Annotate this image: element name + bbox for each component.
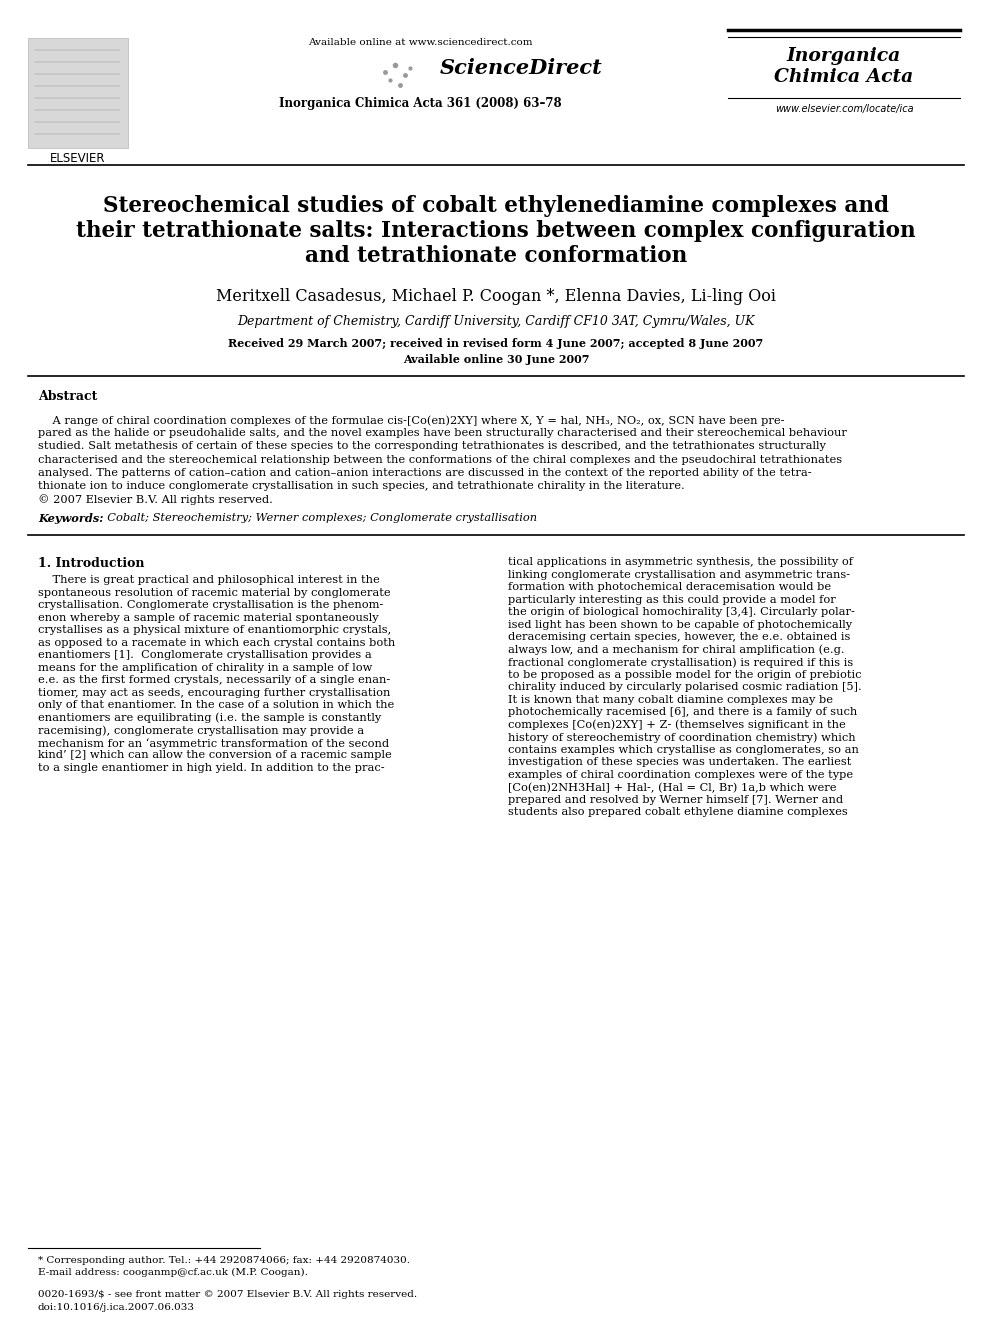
Text: studied. Salt metathesis of certain of these species to the corresponding tetrat: studied. Salt metathesis of certain of t…	[38, 442, 826, 451]
Text: tiomer, may act as seeds, encouraging further crystallisation: tiomer, may act as seeds, encouraging fu…	[38, 688, 391, 699]
Text: to be proposed as a possible model for the origin of prebiotic: to be proposed as a possible model for t…	[508, 669, 861, 680]
Text: linking conglomerate crystallisation and asymmetric trans-: linking conglomerate crystallisation and…	[508, 570, 850, 579]
Text: as opposed to a racemate in which each crystal contains both: as opposed to a racemate in which each c…	[38, 638, 395, 648]
Text: Available online 30 June 2007: Available online 30 June 2007	[403, 355, 589, 365]
Text: Abstract: Abstract	[38, 390, 97, 404]
Text: Inorganica: Inorganica	[787, 48, 901, 65]
Text: Chimica Acta: Chimica Acta	[775, 67, 914, 86]
Text: [Co(en)2NH3Hal] + Hal-, (Hal = Cl, Br) 1a,b which were: [Co(en)2NH3Hal] + Hal-, (Hal = Cl, Br) 1…	[508, 782, 836, 792]
Text: ised light has been shown to be capable of photochemically: ised light has been shown to be capable …	[508, 620, 852, 630]
Text: their tetrathionate salts: Interactions between complex configuration: their tetrathionate salts: Interactions …	[76, 220, 916, 242]
Text: www.elsevier.com/locate/ica: www.elsevier.com/locate/ica	[775, 105, 914, 114]
Text: and tetrathionate conformation: and tetrathionate conformation	[305, 245, 687, 267]
Text: E-mail address: cooganmp@cf.ac.uk (M.P. Coogan).: E-mail address: cooganmp@cf.ac.uk (M.P. …	[38, 1267, 308, 1277]
Text: investigation of these species was undertaken. The earliest: investigation of these species was under…	[508, 757, 851, 767]
Text: It is known that many cobalt diamine complexes may be: It is known that many cobalt diamine com…	[508, 695, 833, 705]
Text: kind’ [2] which can allow the conversion of a racemic sample: kind’ [2] which can allow the conversion…	[38, 750, 392, 761]
Text: tical applications in asymmetric synthesis, the possibility of: tical applications in asymmetric synthes…	[508, 557, 853, 568]
Text: Available online at www.sciencedirect.com: Available online at www.sciencedirect.co…	[308, 38, 533, 48]
Text: 0020-1693/$ - see front matter © 2007 Elsevier B.V. All rights reserved.: 0020-1693/$ - see front matter © 2007 El…	[38, 1290, 417, 1299]
Text: deracemising certain species, however, the e.e. obtained is: deracemising certain species, however, t…	[508, 632, 850, 643]
Text: examples of chiral coordination complexes were of the type: examples of chiral coordination complexe…	[508, 770, 853, 779]
Text: racemising), conglomerate crystallisation may provide a: racemising), conglomerate crystallisatio…	[38, 725, 364, 736]
Text: Department of Chemistry, Cardiff University, Cardiff CF10 3AT, Cymru/Wales, UK: Department of Chemistry, Cardiff Univers…	[237, 315, 755, 328]
Text: Stereochemical studies of cobalt ethylenediamine complexes and: Stereochemical studies of cobalt ethylen…	[103, 194, 889, 217]
Text: enantiomers [1].  Conglomerate crystallisation provides a: enantiomers [1]. Conglomerate crystallis…	[38, 651, 372, 660]
Text: particularly interesting as this could provide a model for: particularly interesting as this could p…	[508, 595, 835, 605]
Text: pared as the halide or pseudohalide salts, and the novel examples have been stru: pared as the halide or pseudohalide salt…	[38, 429, 847, 438]
Text: 1. Introduction: 1. Introduction	[38, 557, 145, 570]
Text: the origin of biological homochirality [3,4]. Circularly polar-: the origin of biological homochirality […	[508, 607, 855, 618]
Text: contains examples which crystallise as conglomerates, so an: contains examples which crystallise as c…	[508, 745, 859, 755]
Text: characterised and the stereochemical relationship between the conformations of t: characterised and the stereochemical rel…	[38, 455, 842, 464]
Text: fractional conglomerate crystallisation) is required if this is: fractional conglomerate crystallisation)…	[508, 658, 853, 668]
Text: crystallisation. Conglomerate crystallisation is the phenom-: crystallisation. Conglomerate crystallis…	[38, 601, 383, 610]
Text: analysed. The patterns of cation–cation and cation–anion interactions are discus: analysed. The patterns of cation–cation …	[38, 468, 811, 478]
Text: Keywords:: Keywords:	[38, 513, 103, 524]
Text: e.e. as the first formed crystals, necessarily of a single enan-: e.e. as the first formed crystals, neces…	[38, 676, 390, 685]
Text: There is great practical and philosophical interest in the: There is great practical and philosophic…	[38, 576, 380, 585]
Text: thionate ion to induce conglomerate crystallisation in such species, and tetrath: thionate ion to induce conglomerate crys…	[38, 482, 684, 491]
Text: Meritxell Casadesus, Michael P. Coogan *, Elenna Davies, Li-ling Ooi: Meritxell Casadesus, Michael P. Coogan *…	[216, 288, 776, 306]
Text: * Corresponding author. Tel.: +44 2920874066; fax: +44 2920874030.: * Corresponding author. Tel.: +44 292087…	[38, 1256, 410, 1265]
Text: © 2007 Elsevier B.V. All rights reserved.: © 2007 Elsevier B.V. All rights reserved…	[38, 495, 273, 505]
Text: students also prepared cobalt ethylene diamine complexes: students also prepared cobalt ethylene d…	[508, 807, 848, 818]
Text: ScienceDirect: ScienceDirect	[440, 58, 603, 78]
Text: means for the amplification of chirality in a sample of low: means for the amplification of chirality…	[38, 663, 372, 673]
Text: Received 29 March 2007; received in revised form 4 June 2007; accepted 8 June 20: Received 29 March 2007; received in revi…	[228, 337, 764, 349]
Text: Inorganica Chimica Acta 361 (2008) 63–78: Inorganica Chimica Acta 361 (2008) 63–78	[279, 97, 561, 110]
Text: Cobalt; Stereochemistry; Werner complexes; Conglomerate crystallisation: Cobalt; Stereochemistry; Werner complexe…	[100, 513, 537, 524]
Text: enon whereby a sample of racemic material spontaneously: enon whereby a sample of racemic materia…	[38, 613, 379, 623]
Text: crystallises as a physical mixture of enantiomorphic crystals,: crystallises as a physical mixture of en…	[38, 626, 391, 635]
Text: mechanism for an ‘asymmetric transformation of the second: mechanism for an ‘asymmetric transformat…	[38, 738, 389, 749]
Text: enantiomers are equilibrating (i.e. the sample is constantly: enantiomers are equilibrating (i.e. the …	[38, 713, 381, 724]
Text: A range of chiral coordination complexes of the formulae cis-[Co(en)2XY] where X: A range of chiral coordination complexes…	[38, 415, 785, 426]
Text: photochemically racemised [6], and there is a family of such: photochemically racemised [6], and there…	[508, 708, 857, 717]
Text: prepared and resolved by Werner himself [7]. Werner and: prepared and resolved by Werner himself …	[508, 795, 843, 804]
Text: complexes [Co(en)2XY] + Z- (themselves significant in the: complexes [Co(en)2XY] + Z- (themselves s…	[508, 720, 846, 730]
Text: only of that enantiomer. In the case of a solution in which the: only of that enantiomer. In the case of …	[38, 700, 394, 710]
Bar	[28, 38, 128, 148]
Text: chirality induced by circularly polarised cosmic radiation [5].: chirality induced by circularly polarise…	[508, 683, 862, 692]
Text: history of stereochemistry of coordination chemistry) which: history of stereochemistry of coordinati…	[508, 733, 856, 744]
Text: doi:10.1016/j.ica.2007.06.033: doi:10.1016/j.ica.2007.06.033	[38, 1303, 195, 1312]
Text: to a single enantiomer in high yield. In addition to the prac-: to a single enantiomer in high yield. In…	[38, 763, 385, 773]
Text: spontaneous resolution of racemic material by conglomerate: spontaneous resolution of racemic materi…	[38, 587, 391, 598]
Text: ELSEVIER: ELSEVIER	[51, 152, 106, 165]
Text: always low, and a mechanism for chiral amplification (e.g.: always low, and a mechanism for chiral a…	[508, 644, 844, 655]
Text: formation with photochemical deracemisation would be: formation with photochemical deracemisat…	[508, 582, 831, 593]
